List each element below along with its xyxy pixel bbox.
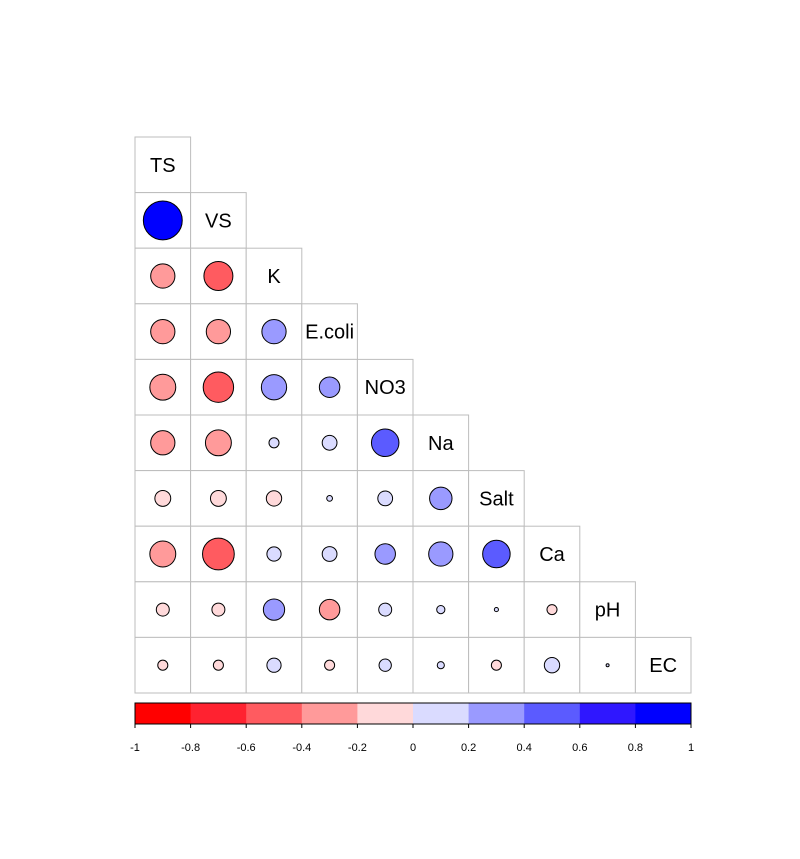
cell-e-coli-e-coli <box>301 303 358 360</box>
cell-vs-vs <box>190 192 247 249</box>
label-e-coli: E.coli <box>305 322 354 344</box>
circle-salt-vs <box>209 489 227 507</box>
label-k: K <box>267 266 281 288</box>
circle-ph-no3 <box>378 602 393 617</box>
colorbar-tick-label-0: -1 <box>130 742 140 754</box>
label-na: Na <box>428 433 454 455</box>
colorbar-legend <box>134 702 692 725</box>
circle-ca-salt <box>482 539 511 569</box>
circle-salt-k <box>265 490 283 507</box>
circle-no3-ts <box>149 373 177 401</box>
variable-labels: TS VS K E.coli NO3 Na Salt Ca pH EC <box>150 155 677 677</box>
cell-ph-k <box>245 581 303 638</box>
circle-na-ts <box>150 430 176 456</box>
circle-salt-no3 <box>377 490 394 507</box>
circle-no3-k <box>260 374 288 401</box>
circle-ec-vs <box>212 659 224 671</box>
circle-no3-vs <box>202 371 235 403</box>
circle-ec-no3 <box>378 658 392 672</box>
colorbar-segment-9 <box>635 703 692 724</box>
colorbar-segment-0 <box>135 703 192 724</box>
cell-ca-ca <box>523 525 581 583</box>
circle-na-k <box>268 437 280 449</box>
circle-k-vs <box>203 261 234 291</box>
circle-ec-ca <box>543 657 561 674</box>
circle-ca-na <box>428 541 454 567</box>
cell-ec-ec <box>634 636 692 694</box>
cell-e-coli-vs <box>190 303 247 360</box>
circle-salt-na <box>429 486 453 511</box>
circle-na-e-coli <box>321 434 338 451</box>
circle-k-ts <box>150 263 176 289</box>
colorbar-segment-6 <box>468 703 525 724</box>
matrix-grid <box>134 136 692 694</box>
circle-ph-ca <box>546 604 558 616</box>
label-no3: NO3 <box>365 377 406 399</box>
colorbar-segment-3 <box>301 703 358 724</box>
circle-ec-k <box>266 657 282 673</box>
colorbar-segment-8 <box>579 703 636 724</box>
colorbar-ticks: -1 -0.8 -0.6 -0.4 -0.2 0 0.2 0.4 0.6 0.8 1 <box>130 724 694 754</box>
cell-salt-salt <box>468 470 525 527</box>
circle-ca-no3 <box>374 543 396 565</box>
circle-ec-ph <box>605 663 610 668</box>
cell-ph-ph <box>579 581 636 638</box>
colorbar-segment-4 <box>357 703 414 724</box>
colorbar-tick-label-5: 0 <box>410 742 416 754</box>
cell-k-k <box>245 247 303 305</box>
colorbar-tick-label-9: 0.8 <box>628 742 643 754</box>
colorbar-tick-label-3: -0.4 <box>292 742 311 754</box>
label-vs: VS <box>205 210 232 232</box>
circle-ph-k <box>262 598 286 621</box>
cell-ts-ts <box>134 136 192 194</box>
circle-salt-ts <box>154 489 172 507</box>
circle-ph-ts <box>155 602 170 617</box>
circle-ph-vs <box>211 602 226 617</box>
circle-ca-e-coli <box>321 546 338 562</box>
colorbar-segment-1 <box>190 703 247 724</box>
label-ca: Ca <box>539 544 565 566</box>
circle-na-vs <box>204 429 232 457</box>
colorbar-tick-label-4: -0.2 <box>348 742 367 754</box>
colorbar-tick-label-7: 0.4 <box>517 742 532 754</box>
circle-e-coli-ts <box>150 318 176 345</box>
circle-ec-e-coli <box>324 659 336 671</box>
label-salt: Salt <box>479 488 514 510</box>
circle-no3-e-coli <box>318 376 341 398</box>
circle-ph-e-coli <box>318 598 341 621</box>
circle-ca-ts <box>149 540 177 568</box>
label-ts: TS <box>150 155 176 177</box>
colorbar-segment-7 <box>524 703 581 724</box>
colorbar-segment-5 <box>413 703 470 724</box>
cell-na-na <box>412 414 470 472</box>
circle-ca-vs <box>202 537 235 571</box>
colorbar-tick-label-1: -0.8 <box>181 742 200 754</box>
cell-no3-e-coli <box>301 358 358 416</box>
colorbar-tick-label-2: -0.6 <box>237 742 256 754</box>
cell-salt-ts <box>134 470 192 527</box>
colorbar-segment-2 <box>246 703 303 724</box>
circle-vs-ts <box>142 200 183 241</box>
circle-na-no3 <box>370 428 400 458</box>
circle-ec-ts <box>157 659 169 671</box>
circle-ph-salt <box>493 607 499 613</box>
label-ph: pH <box>595 600 621 622</box>
circle-ec-salt <box>490 659 502 671</box>
circle-ph-na <box>436 605 446 615</box>
circle-ec-na <box>436 661 445 670</box>
colorbar-tick-label-8: 0.6 <box>572 742 587 754</box>
colorbar-tick-label-6: 0.2 <box>461 742 476 754</box>
circle-salt-e-coli <box>326 495 333 502</box>
label-ec: EC <box>649 655 677 677</box>
correlation-marks <box>142 200 610 674</box>
circle-ca-k <box>266 546 282 562</box>
colorbar-tick-label-10: 1 <box>688 742 694 754</box>
circle-e-coli-vs <box>205 318 232 345</box>
circle-e-coli-k <box>261 318 287 345</box>
